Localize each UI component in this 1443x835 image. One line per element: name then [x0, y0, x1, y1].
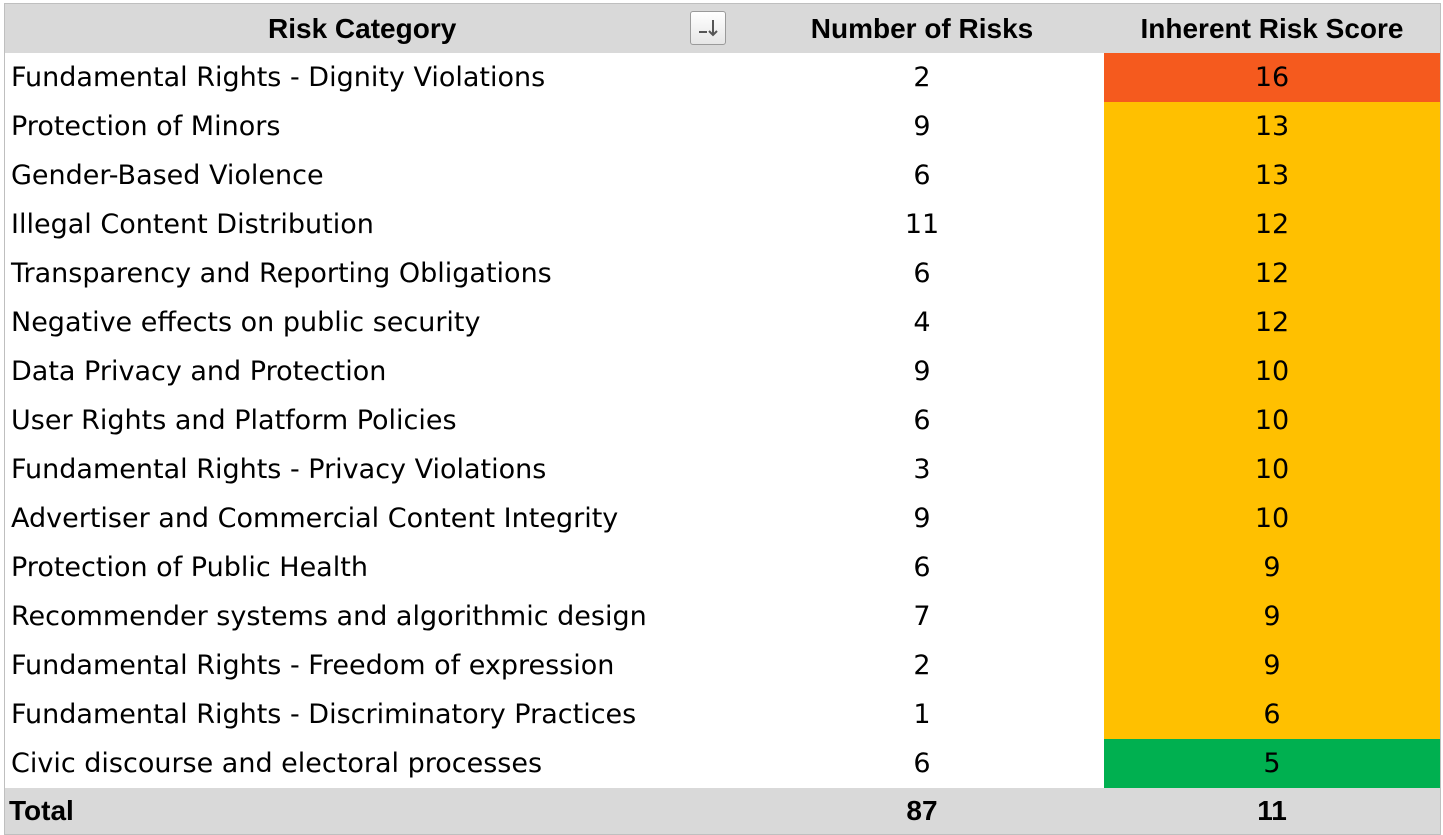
risk-score-cell[interactable]: 9: [1104, 641, 1440, 690]
table-row: Transparency and Reporting Obligations 6 1…: [5, 249, 1440, 298]
risk-count-cell[interactable]: 7: [913, 601, 931, 632]
total-count: 87: [906, 795, 938, 826]
table-row: Negative effects on public security 4 12: [5, 298, 1440, 347]
risk-count-cell[interactable]: 9: [913, 111, 931, 142]
risk-count-cell[interactable]: 6: [913, 258, 931, 289]
risk-count-cell[interactable]: 2: [913, 650, 931, 681]
risk-count-cell[interactable]: 6: [913, 748, 931, 779]
risk-score-cell[interactable]: 12: [1104, 249, 1440, 298]
risk-score-cell[interactable]: 10: [1104, 347, 1440, 396]
risk-category-cell[interactable]: Protection of Public Health: [11, 552, 368, 583]
risk-count-cell[interactable]: 1: [913, 699, 931, 730]
risk-score-cell[interactable]: 10: [1104, 445, 1440, 494]
risk-category-cell[interactable]: User Rights and Platform Policies: [11, 405, 457, 436]
risk-score-cell[interactable]: 10: [1104, 494, 1440, 543]
risk-category-cell[interactable]: Illegal Content Distribution: [11, 209, 374, 240]
table-row: Protection of Public Health 6 9: [5, 543, 1440, 592]
risk-category-cell[interactable]: Gender-Based Violence: [11, 160, 324, 191]
risk-score-cell[interactable]: 16: [1104, 53, 1440, 102]
risk-count-cell[interactable]: 6: [913, 160, 931, 191]
risk-category-cell[interactable]: Data Privacy and Protection: [11, 356, 387, 387]
risk-count-cell[interactable]: 6: [913, 552, 931, 583]
risk-category-cell[interactable]: Fundamental Rights - Dignity Violations: [11, 62, 546, 93]
risk-category-cell[interactable]: Fundamental Rights - Freedom of expressi…: [11, 650, 615, 681]
table-row: Recommender systems and algorithmic desi…: [5, 592, 1440, 641]
risk-category-cell[interactable]: Negative effects on public security: [11, 307, 481, 338]
table-row: Fundamental Rights - Freedom of expressi…: [5, 641, 1440, 690]
table-row: Illegal Content Distribution 11 12: [5, 200, 1440, 249]
table-row: Protection of Minors 9 13: [5, 102, 1440, 151]
risk-score-cell[interactable]: 9: [1104, 543, 1440, 592]
pivot-table: Risk Category Number of Risks Inherent R…: [4, 3, 1441, 835]
header-risk-category[interactable]: Risk Category: [5, 4, 740, 53]
header-number-of-risks[interactable]: Number of Risks: [810, 12, 1034, 44]
total-label: Total: [9, 795, 74, 826]
header-risk-category-label: Risk Category: [268, 12, 457, 44]
total-score: 11: [1257, 795, 1287, 826]
total-row: Total 87 11: [5, 788, 1440, 834]
sort-filter-button[interactable]: [690, 11, 726, 45]
risk-count-cell[interactable]: 9: [913, 503, 931, 534]
risk-score-cell[interactable]: 13: [1104, 151, 1440, 200]
table-row: Fundamental Rights - Discriminatory Prac…: [5, 690, 1440, 739]
risk-count-cell[interactable]: 6: [913, 405, 931, 436]
risk-score-cell[interactable]: 12: [1104, 298, 1440, 347]
table-body: Fundamental Rights - Dignity Violations 2…: [5, 53, 1440, 788]
risk-category-cell[interactable]: Protection of Minors: [11, 111, 281, 142]
table-row: Data Privacy and Protection 9 10: [5, 347, 1440, 396]
risk-category-cell[interactable]: Fundamental Rights - Discriminatory Prac…: [11, 699, 637, 730]
risk-count-cell[interactable]: 4: [913, 307, 931, 338]
risk-count-cell[interactable]: 9: [913, 356, 931, 387]
risk-count-cell[interactable]: 11: [904, 209, 940, 240]
risk-category-cell[interactable]: Recommender systems and algorithmic desi…: [11, 601, 647, 632]
risk-score-cell[interactable]: 13: [1104, 102, 1440, 151]
risk-score-cell[interactable]: 9: [1104, 592, 1440, 641]
risk-category-cell[interactable]: Fundamental Rights - Privacy Violations: [11, 454, 547, 485]
risk-score-cell[interactable]: 6: [1104, 690, 1440, 739]
header-inherent-risk-score[interactable]: Inherent Risk Score: [1140, 12, 1404, 44]
risk-score-cell[interactable]: 10: [1104, 396, 1440, 445]
risk-score-cell[interactable]: 12: [1104, 200, 1440, 249]
risk-count-cell[interactable]: 3: [913, 454, 931, 485]
table-row: Fundamental Rights - Dignity Violations 2…: [5, 53, 1440, 102]
sort-descending-icon: [699, 20, 718, 37]
header-row: Risk Category Number of Risks Inherent R…: [5, 4, 1440, 53]
risk-category-cell[interactable]: Advertiser and Commercial Content Integr…: [11, 503, 619, 534]
risk-count-cell[interactable]: 2: [913, 62, 931, 93]
table-row: Advertiser and Commercial Content Integr…: [5, 494, 1440, 543]
table-row: Gender-Based Violence 6 13: [5, 151, 1440, 200]
table-row: Civic discourse and electoral processes 6…: [5, 739, 1440, 788]
risk-score-cell[interactable]: 5: [1104, 739, 1440, 788]
table-row: Fundamental Rights - Privacy Violations 3…: [5, 445, 1440, 494]
risk-category-cell[interactable]: Civic discourse and electoral processes: [11, 748, 543, 779]
table-row: User Rights and Platform Policies 6 10: [5, 396, 1440, 445]
risk-category-cell[interactable]: Transparency and Reporting Obligations: [11, 258, 552, 289]
